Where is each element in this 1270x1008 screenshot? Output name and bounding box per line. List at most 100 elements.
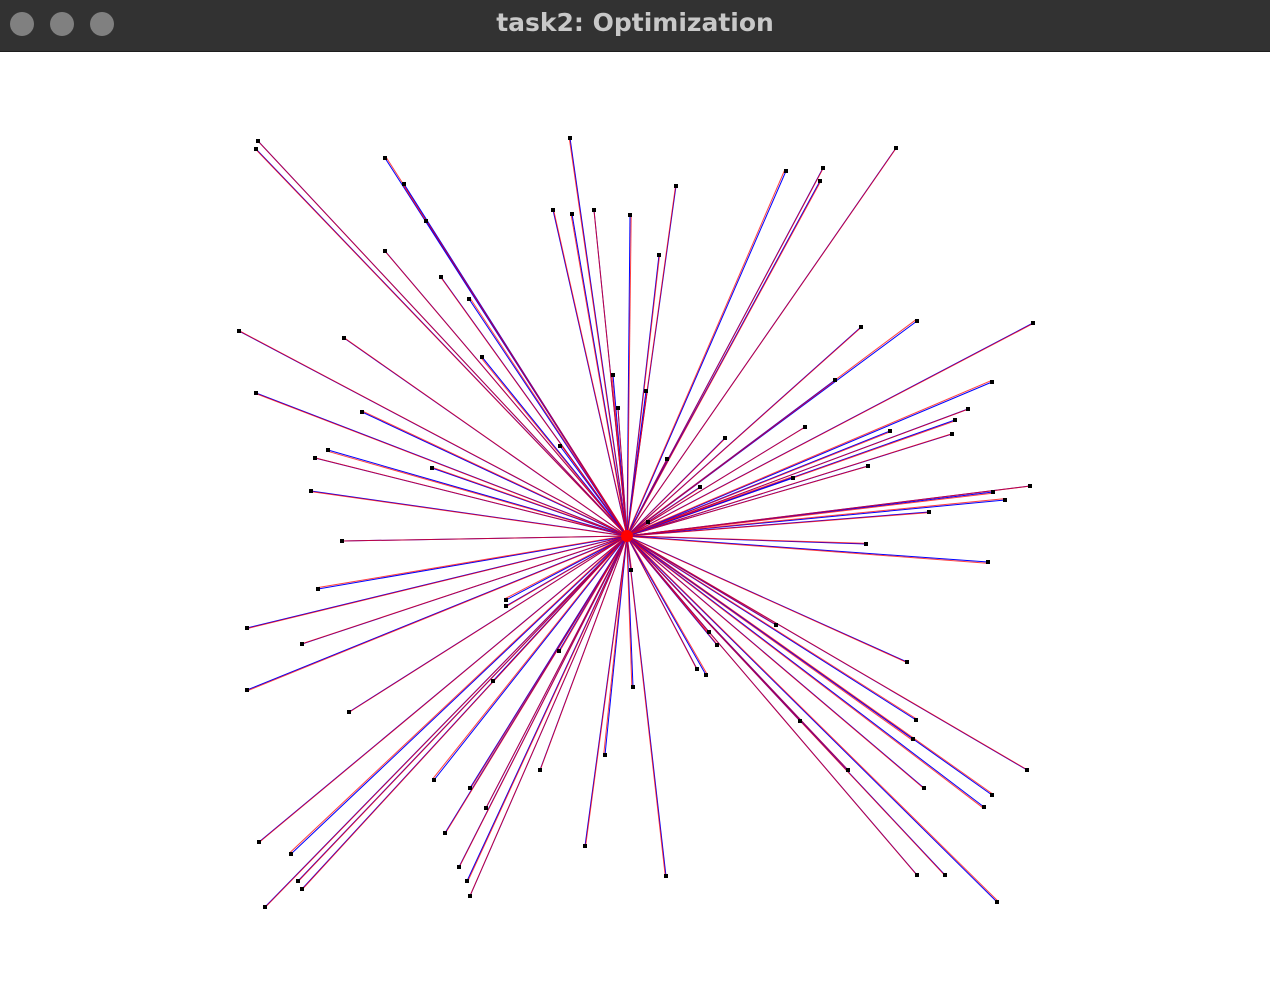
edge-line-alt-95: [289, 535, 627, 854]
edge-line-alt-19: [553, 209, 628, 537]
point-marker-67: [704, 673, 708, 677]
edge-line-alt-50: [626, 498, 1004, 537]
edge-line-alt-1: [255, 149, 628, 537]
edge-line-alt-27: [626, 390, 648, 536]
drawing-canvas[interactable]: [0, 53, 1270, 1008]
point-marker-25: [611, 373, 615, 377]
window-title: task2: Optimization: [496, 8, 774, 37]
edge-line-alt-82: [627, 535, 999, 902]
edge-line-alt-20: [570, 212, 628, 536]
point-marker-36: [833, 378, 837, 382]
edge-line-alt-83: [626, 536, 666, 878]
point-marker-4: [424, 219, 428, 223]
point-marker-20: [570, 212, 574, 216]
point-marker-53: [986, 560, 990, 564]
point-marker-93: [468, 894, 472, 898]
point-marker-58: [245, 688, 249, 692]
point-marker-81: [943, 873, 947, 877]
edge-line-90: [433, 535, 628, 781]
point-marker-19: [551, 208, 555, 212]
point-marker-3: [402, 182, 406, 186]
point-marker-15: [430, 466, 434, 470]
point-marker-80: [915, 873, 919, 877]
point-marker-62: [557, 649, 561, 653]
edge-line-17: [559, 445, 628, 537]
edge-line-alt-91: [458, 535, 628, 868]
edge-line-alt-26: [617, 408, 628, 537]
edge-line-alt-12: [362, 410, 628, 537]
edge-line-30: [626, 170, 787, 537]
edge-line-alt-18: [568, 139, 628, 537]
point-marker-84: [583, 844, 587, 848]
point-marker-78: [982, 805, 986, 809]
edge-line-alt-15: [430, 466, 627, 537]
edge-line-55: [317, 535, 628, 590]
point-marker-39: [966, 407, 970, 411]
point-marker-72: [914, 718, 918, 722]
point-marker-94: [257, 840, 261, 844]
point-marker-96: [296, 879, 300, 883]
point-marker-52: [864, 542, 868, 546]
edge-line-alt-90: [432, 535, 628, 780]
point-marker-79: [1025, 768, 1029, 772]
edge-line-alt-0: [256, 139, 628, 536]
point-marker-60: [504, 598, 508, 602]
edge-line-alt-60: [504, 535, 627, 600]
center-point: [621, 530, 633, 542]
edge-line-alt-5: [383, 249, 628, 536]
point-marker-32: [818, 179, 822, 183]
point-marker-18: [568, 136, 572, 140]
edge-line-alt-57: [303, 535, 628, 644]
edge-line-alt-29: [626, 437, 726, 537]
point-marker-33: [894, 146, 898, 150]
point-marker-97: [300, 887, 304, 891]
edge-line-alt-96: [297, 535, 628, 882]
edge-line-alt-25: [611, 373, 628, 536]
point-marker-9: [237, 329, 241, 333]
edge-line-95: [290, 535, 628, 855]
point-marker-34: [859, 325, 863, 329]
point-marker-55: [316, 587, 320, 591]
point-marker-28: [665, 457, 669, 461]
point-marker-51: [927, 510, 931, 514]
point-marker-12: [360, 410, 364, 414]
point-marker-82: [995, 900, 999, 904]
edge-line-50: [626, 499, 1006, 537]
window-close-icon[interactable]: [10, 12, 34, 36]
edge-line-alt-77: [627, 535, 994, 795]
title-bar[interactable]: task2: Optimization: [0, 0, 1270, 52]
edge-line-alt-51: [626, 512, 930, 537]
edge-line-alt-48: [626, 492, 993, 537]
edge-line-alt-58: [246, 535, 628, 692]
edge-line-8: [481, 356, 628, 537]
point-marker-76: [922, 786, 926, 790]
point-marker-43: [953, 418, 957, 422]
edge-line-alt-34: [626, 326, 862, 537]
window-zoom-icon[interactable]: [90, 12, 114, 36]
point-marker-23: [674, 184, 678, 188]
optimization-plot: [237, 136, 1035, 909]
edge-line-7: [468, 298, 628, 537]
edge-line-alt-89: [445, 535, 628, 834]
edge-line-alt-10: [342, 336, 627, 537]
edge-line-alt-94: [259, 535, 628, 843]
point-marker-71: [905, 660, 909, 664]
point-marker-10: [342, 336, 346, 340]
point-marker-29: [723, 436, 727, 440]
point-marker-70: [774, 623, 778, 627]
point-marker-17: [558, 444, 562, 448]
edge-line-alt-54: [342, 535, 628, 542]
edge-line-alt-61: [505, 535, 628, 608]
edge-line-alt-78: [626, 535, 984, 809]
point-marker-63: [491, 679, 495, 683]
window-minimize-icon[interactable]: [50, 12, 74, 36]
point-marker-21: [592, 208, 596, 212]
edge-line-40: [626, 381, 993, 537]
edge-line-67: [626, 535, 707, 676]
edge-line-82: [626, 535, 998, 903]
point-marker-41: [1031, 321, 1035, 325]
edge-line-alt-56: [246, 535, 628, 630]
point-marker-57: [300, 642, 304, 646]
edge-line-alt-22: [626, 214, 632, 536]
